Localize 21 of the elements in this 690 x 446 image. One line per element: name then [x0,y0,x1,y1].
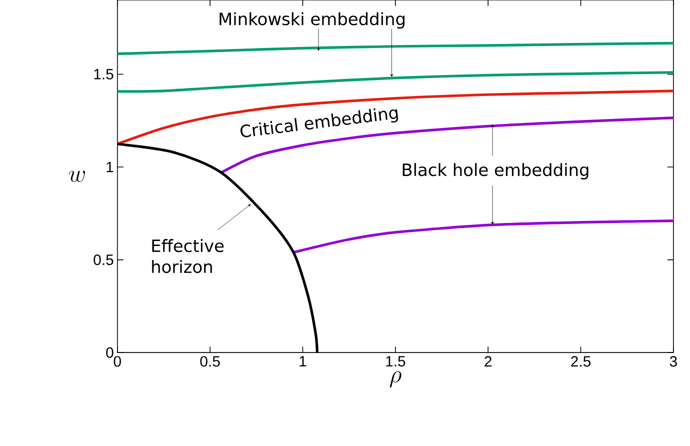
y-tick-label: 0.5 [94,254,114,266]
annotation: Minkowski embedding [220,12,404,29]
annotation: Effective horizon [152,239,224,274]
x-tick-label: 0.5 [200,356,220,367]
x-tick-label: 2 [484,356,492,367]
y-tick-label: 0 [106,347,114,358]
x-tick-label: 1 [300,356,306,366]
line-series [292,220,675,254]
x-tick-label: 0 [114,356,121,367]
line-series [116,90,675,146]
x-axis-title: $\rho$ [390,371,402,388]
x-tick-label: 2.5 [571,356,591,367]
annotation: Black hole embedding [402,163,588,180]
y-tick-label: 1.5 [94,69,114,80]
y-tick-label: 1 [106,162,114,172]
annotation: Critical embedding [240,108,398,138]
x-tick-label: 3 [670,356,677,367]
y-axis-title: $w$ [68,170,85,182]
x-tick-label: 1.5 [386,356,406,367]
line-series [116,42,675,56]
line-series [116,71,675,93]
